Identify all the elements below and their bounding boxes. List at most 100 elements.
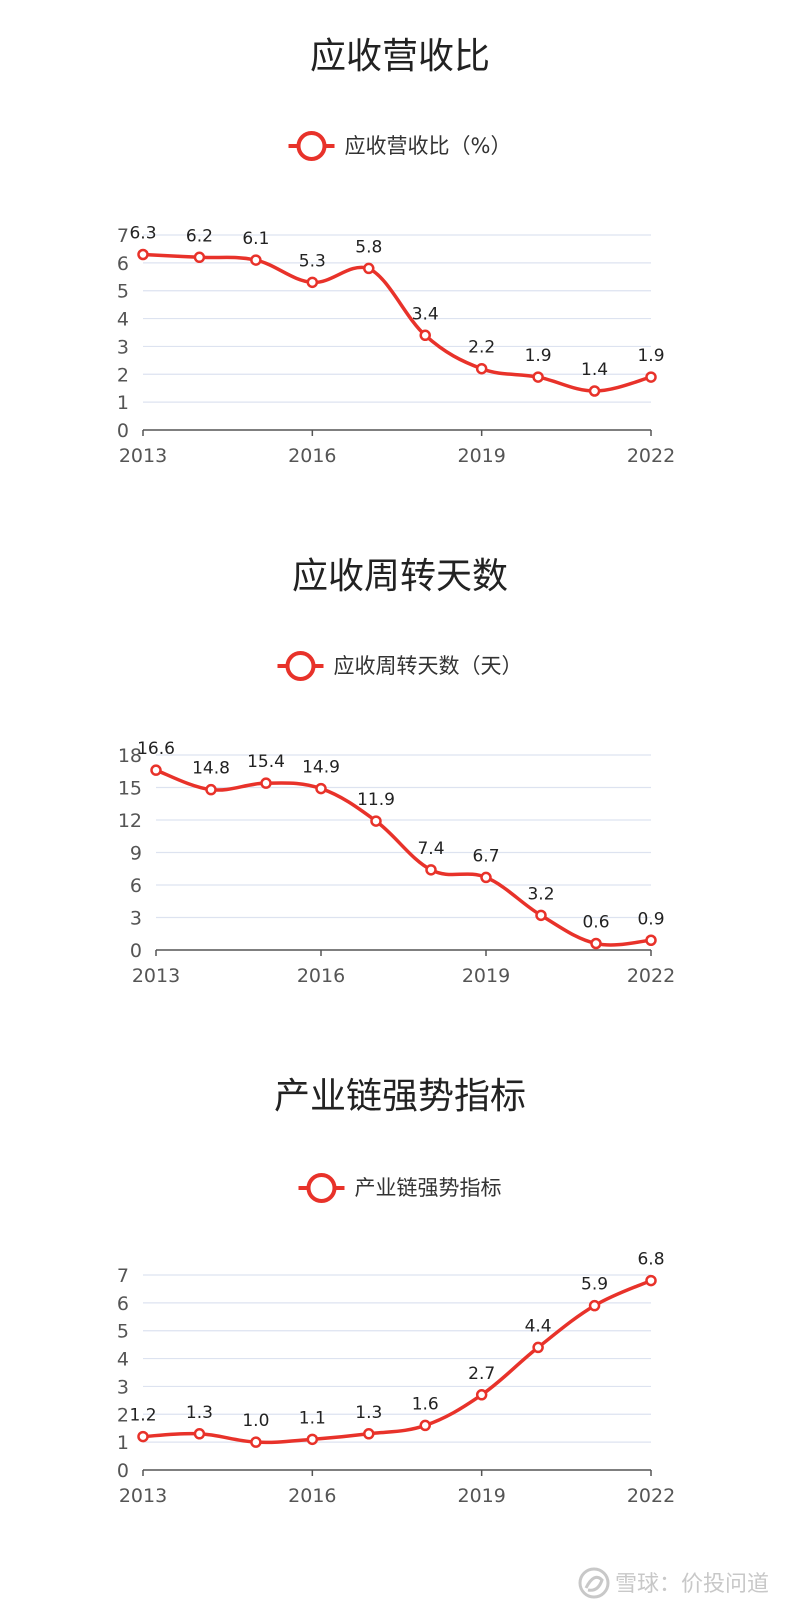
legend[interactable]: 产业链强势指标 (298, 1173, 502, 1203)
data-label: 5.3 (299, 251, 326, 271)
data-label: 1.2 (129, 1406, 156, 1426)
data-point[interactable] (193, 1428, 206, 1440)
legend-marker-icon (306, 1173, 337, 1203)
y-tick-label: 15 (118, 778, 142, 800)
data-label: 1.4 (581, 360, 608, 380)
data-point[interactable] (588, 385, 601, 397)
y-tick-label: 5 (117, 281, 129, 303)
chart-title: 产业链强势指标 (274, 1076, 526, 1117)
data-point[interactable] (475, 362, 488, 375)
data-point[interactable] (315, 782, 327, 795)
y-tick-label: 12 (118, 810, 142, 832)
x-tick-label: 2019 (457, 1485, 505, 1507)
y-tick-label: 1 (117, 392, 129, 414)
data-label: 4.4 (525, 1316, 552, 1336)
x-tick-label: 2022 (627, 965, 675, 987)
data-point[interactable] (137, 248, 149, 261)
y-tick-label: 3 (117, 1376, 129, 1398)
data-point[interactable] (150, 764, 162, 776)
data-point[interactable] (306, 1433, 319, 1446)
data-label: 15.4 (247, 752, 285, 772)
y-tick-label: 7 (117, 1265, 129, 1287)
y-tick-label: 3 (130, 908, 142, 930)
data-label: 1.9 (525, 346, 552, 366)
legend-marker-icon (296, 131, 327, 161)
data-point[interactable] (475, 1389, 488, 1401)
data-label: 6.2 (186, 226, 213, 246)
data-point[interactable] (260, 777, 272, 789)
data-point[interactable] (425, 864, 437, 876)
data-point[interactable] (480, 871, 492, 884)
data-label: 6.8 (637, 1250, 664, 1270)
data-label: 2.7 (468, 1364, 495, 1384)
legend-label: 应收周转天数（天） (334, 654, 523, 678)
data-point[interactable] (645, 934, 657, 946)
data-label: 14.8 (192, 759, 230, 779)
data-label: 6.1 (242, 229, 269, 249)
data-label: 1.6 (412, 1394, 439, 1414)
data-label: 2.2 (468, 338, 495, 358)
legend-label: 产业链强势指标 (355, 1176, 502, 1200)
data-point[interactable] (645, 1274, 657, 1287)
legend-marker-icon (285, 651, 316, 681)
data-point[interactable] (590, 937, 602, 950)
data-point[interactable] (193, 251, 206, 264)
data-point[interactable] (419, 329, 431, 342)
data-label: 3.2 (527, 884, 554, 904)
data-label: 16.6 (137, 739, 175, 759)
x-tick-label: 2019 (462, 965, 510, 987)
x-tick-label: 2013 (119, 1485, 167, 1507)
data-point[interactable] (205, 783, 217, 796)
y-tick-label: 0 (130, 940, 142, 962)
series-line (142, 1278, 652, 1445)
y-tick-label: 2 (117, 1404, 129, 1426)
chart-title: 应收营收比 (310, 36, 490, 77)
watermark-text: 雪球：价投问道 (615, 1572, 769, 1597)
data-point[interactable] (250, 254, 262, 266)
data-point[interactable] (419, 1419, 431, 1432)
data-label: 1.9 (637, 346, 664, 366)
data-label: 0.9 (637, 909, 664, 929)
data-label: 1.1 (299, 1408, 326, 1428)
x-tick-label: 2016 (288, 445, 336, 467)
legend[interactable]: 应收营收比（%） (288, 131, 512, 161)
data-point[interactable] (137, 1430, 149, 1443)
series-line (142, 252, 652, 393)
x-tick-label: 2016 (288, 1485, 336, 1507)
data-point[interactable] (645, 371, 657, 383)
y-tick-label: 3 (117, 336, 129, 358)
series-line (155, 768, 652, 947)
data-label: 5.8 (355, 237, 382, 257)
data-point[interactable] (363, 262, 375, 275)
y-tick-label: 6 (117, 1293, 129, 1315)
data-point[interactable] (532, 371, 544, 383)
y-tick-label: 4 (117, 1349, 129, 1371)
y-tick-label: 5 (117, 1321, 129, 1343)
y-tick-label: 4 (117, 309, 129, 331)
data-point[interactable] (588, 1299, 601, 1312)
data-point[interactable] (363, 1428, 375, 1440)
data-label: 14.9 (302, 758, 340, 778)
y-tick-label: 7 (117, 225, 129, 247)
data-point[interactable] (532, 1341, 544, 1354)
y-tick-label: 0 (117, 420, 129, 442)
y-tick-label: 0 (117, 1460, 129, 1482)
data-point[interactable] (306, 276, 319, 289)
data-label: 6.3 (129, 224, 156, 244)
y-tick-label: 2 (117, 364, 129, 386)
data-label: 1.3 (186, 1403, 213, 1423)
x-tick-label: 2013 (132, 965, 180, 987)
chart-title: 应收周转天数 (292, 556, 508, 597)
legend-label: 应收营收比（%） (345, 134, 512, 158)
x-tick-label: 2013 (119, 445, 167, 467)
data-point[interactable] (535, 909, 547, 922)
y-tick-label: 6 (117, 253, 129, 275)
data-point[interactable] (370, 815, 382, 827)
x-tick-label: 2022 (627, 1485, 675, 1507)
legend[interactable]: 应收周转天数（天） (277, 651, 523, 681)
data-point[interactable] (250, 1436, 262, 1448)
